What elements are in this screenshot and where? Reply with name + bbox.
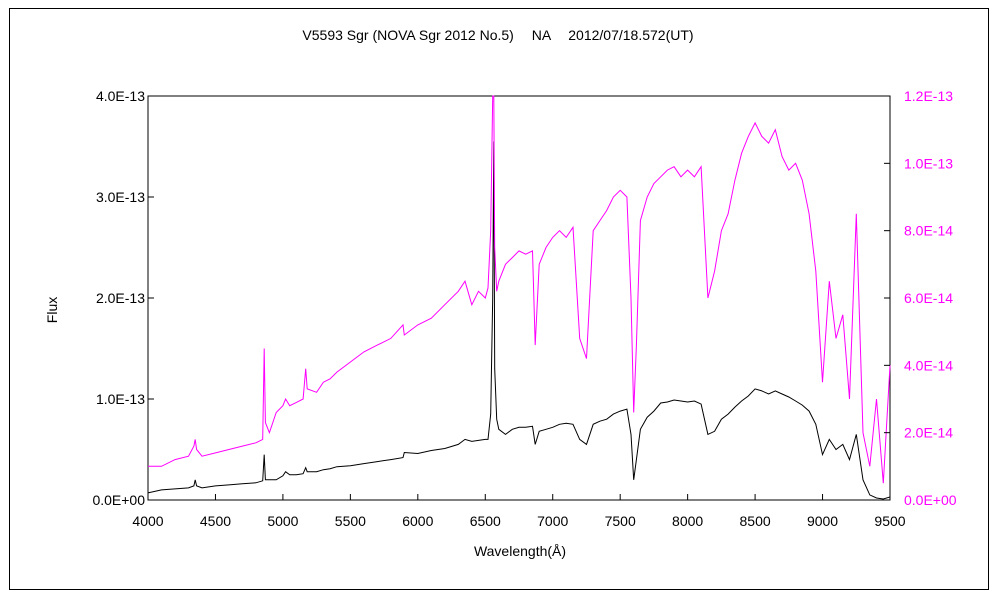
x-tick-label: 7500 [605,513,636,529]
plot-area [147,95,891,501]
right-tick-label: 0.0E+00 [904,492,957,508]
x-axis-label: Wavelength(Å) [474,543,566,559]
x-tick-label: 5500 [335,513,366,529]
x-tick-label: 6000 [402,513,433,529]
x-axis: 4000 4500 5000 5500 6000 6500 7000 7500 8000 8500… [132,494,906,529]
chart-title: V5593 Sgr (NOVA Sgr 2012 No.5) NA 2012/0… [302,27,693,43]
left-tick-label: 4.0E-13 [96,88,145,104]
left-tick-label: 2.0E-13 [96,290,145,306]
x-tick-label: 8000 [672,513,703,529]
right-tick-label: 4.0E-14 [904,357,953,373]
x-tick-label: 5000 [267,513,298,529]
right-tick-label: 1.2E-13 [904,88,953,104]
right-tick-label: 2.0E-14 [904,425,953,441]
right-tick-label: 8.0E-14 [904,223,953,239]
x-tick-label: 8500 [740,513,771,529]
x-tick-label: 6500 [470,513,501,529]
left-tick-label: 0.0E+00 [92,492,145,508]
x-tick-label: 7000 [537,513,568,529]
left-axis: 0.0E+00 1.0E-13 2.0E-13 3.0E-13 4.0E-13 [92,88,154,508]
x-tick-label: 4000 [132,513,163,529]
left-tick-label: 1.0E-13 [96,391,145,407]
series-line-left [147,141,891,500]
right-tick-label: 1.0E-13 [904,155,953,171]
chart-frame [9,8,989,590]
x-tick-label: 4500 [200,513,231,529]
x-tick-label: 9000 [807,513,838,529]
right-tick-label: 6.0E-14 [904,290,953,306]
left-tick-label: 3.0E-13 [96,189,145,205]
right-axis: 0.0E+00 2.0E-14 4.0E-14 6.0E-14 8.0E-14 1.0E-… [884,88,957,508]
x-tick-label: 9500 [874,513,905,529]
series-layer [147,95,891,500]
y-axis-label: Flux [44,297,60,323]
series-line-right [148,95,891,484]
